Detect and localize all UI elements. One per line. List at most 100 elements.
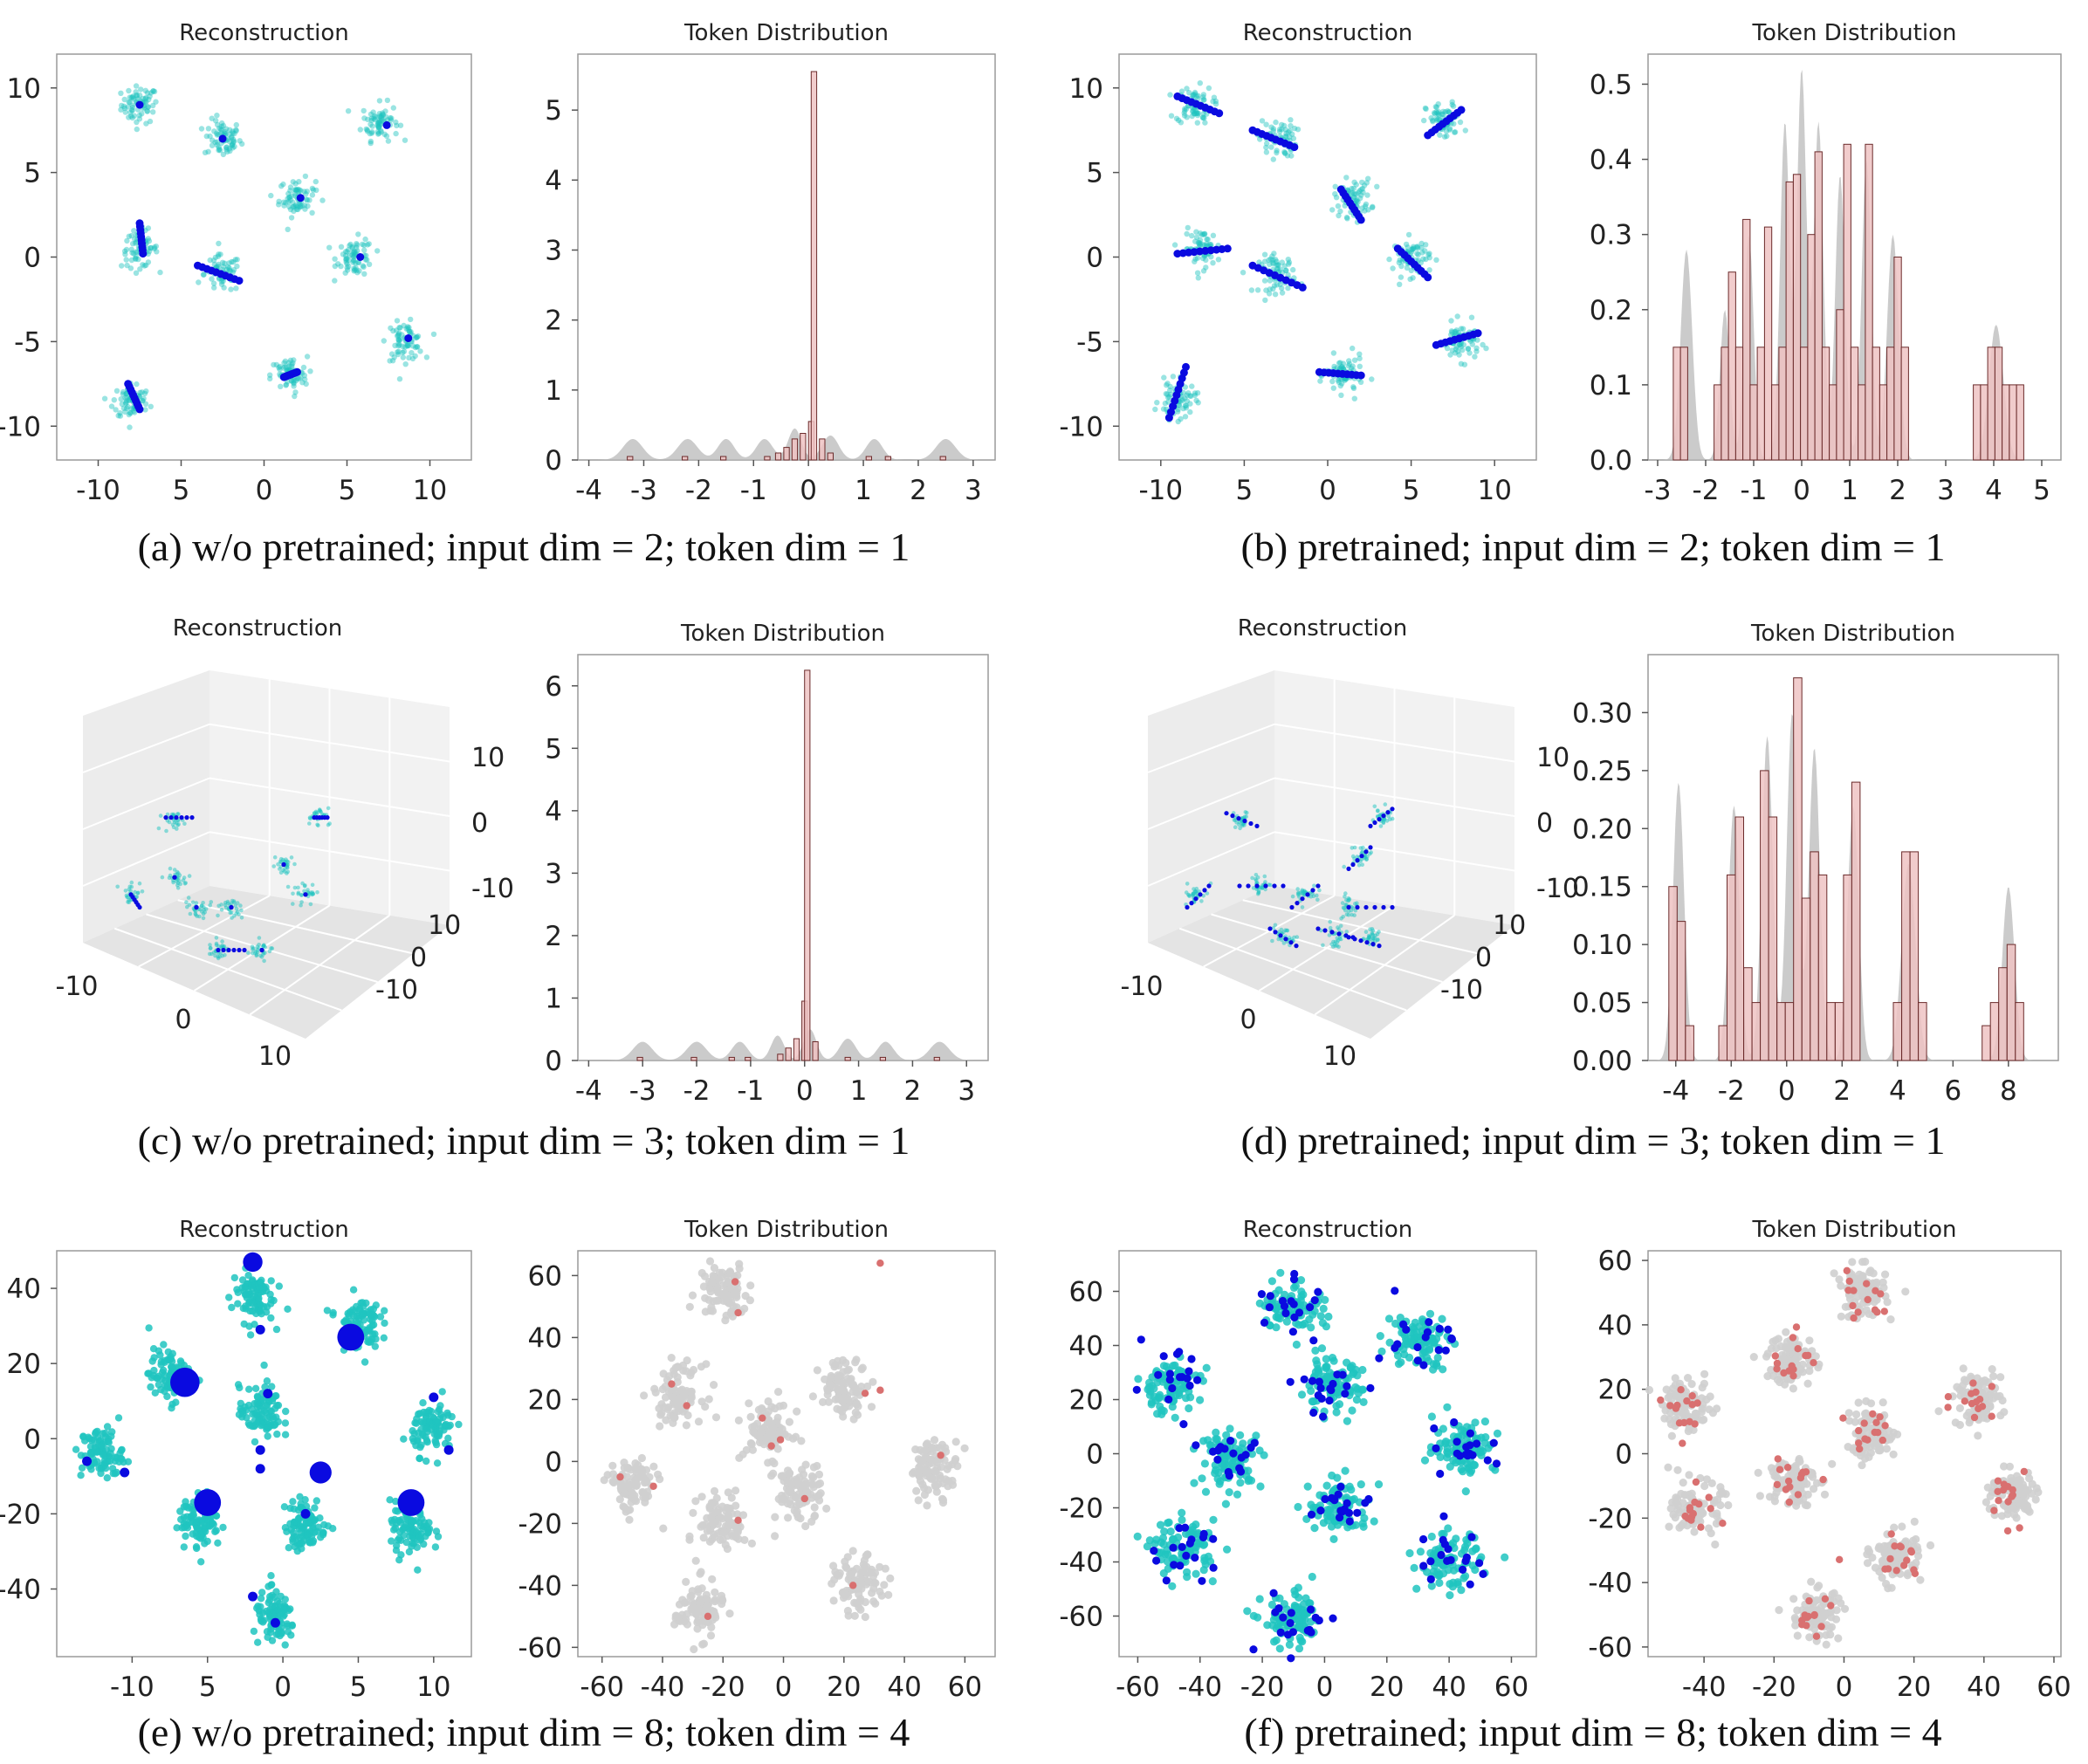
data-point (77, 1472, 85, 1479)
data-point (397, 325, 403, 331)
data-point (419, 1399, 427, 1407)
data-point (240, 1320, 248, 1328)
reconstruction-point (226, 947, 231, 953)
data-point (227, 268, 234, 274)
histogram-bar (1734, 347, 1744, 461)
data-point (262, 958, 266, 964)
histogram-bar (1734, 816, 1744, 1061)
reconstruction-point (1165, 1376, 1174, 1384)
reconstruction-point (1326, 1384, 1335, 1393)
token-point (600, 1476, 608, 1485)
subplot-title: Reconstruction (179, 20, 349, 46)
data-point (355, 259, 361, 265)
data-point (1372, 804, 1377, 809)
data-point (281, 1641, 289, 1649)
data-point (1480, 341, 1486, 348)
data-point (217, 126, 223, 132)
reconstruction-point (255, 1464, 265, 1474)
data-point (1425, 1309, 1435, 1318)
data-point (226, 260, 232, 266)
data-point (375, 119, 381, 125)
data-point (303, 191, 309, 197)
data-point (216, 148, 223, 154)
data-point (354, 248, 361, 254)
data-point (287, 184, 294, 190)
data-point (1342, 864, 1346, 869)
histogram-bar (1768, 816, 1778, 1061)
token-point (921, 1467, 930, 1476)
data-point (327, 821, 332, 826)
token-point (810, 1503, 819, 1512)
data-point (400, 349, 406, 356)
token-point (662, 1416, 670, 1424)
token-point (748, 1445, 758, 1454)
data-point (1357, 363, 1363, 369)
data-point (230, 139, 237, 145)
data-point (313, 187, 319, 194)
reconstruction-point (194, 1489, 222, 1516)
data-point (316, 823, 320, 828)
reconstruction-point (1306, 1303, 1315, 1312)
data-point (436, 1427, 444, 1435)
data-point (222, 128, 228, 135)
token-point (707, 1303, 716, 1312)
reconstruction-point (1202, 888, 1207, 893)
data-point (442, 1420, 450, 1429)
data-point (124, 395, 130, 401)
token-point (886, 1574, 895, 1582)
data-point (1321, 943, 1325, 948)
data-point (258, 953, 263, 958)
data-point (340, 251, 347, 257)
data-point (211, 128, 217, 134)
data-point (1374, 183, 1380, 189)
data-point (140, 95, 147, 102)
x-tick-label: -2 (683, 1075, 711, 1107)
x-tick-label: 2 (1833, 1075, 1851, 1107)
reconstruction-point (1242, 818, 1247, 824)
data-point (1359, 179, 1365, 186)
token-point (608, 1461, 617, 1470)
data-point (284, 1305, 292, 1314)
data-point (405, 326, 411, 332)
histogram-bar (783, 447, 790, 461)
data-point (389, 358, 396, 364)
data-point (216, 251, 222, 257)
data-point (332, 263, 338, 270)
token-point (833, 1404, 841, 1413)
x-tick-label: -2 (685, 475, 712, 506)
data-point (251, 1438, 259, 1446)
data-point (1330, 350, 1337, 356)
data-point (433, 1459, 442, 1467)
data-point (150, 109, 156, 115)
data-point (416, 1454, 423, 1463)
histogram-bar (1668, 886, 1678, 1061)
data-point (357, 127, 363, 133)
data-point (219, 903, 223, 907)
data-point (1376, 808, 1380, 813)
data-point (1187, 408, 1193, 415)
reconstruction-point (1370, 942, 1376, 947)
histogram-bar (1807, 234, 1816, 461)
histogram-bar (1749, 384, 1758, 461)
data-point (302, 206, 308, 212)
histogram-bar (1721, 347, 1729, 461)
reconstruction-point (1309, 1408, 1318, 1417)
token-point (810, 1512, 819, 1521)
data-point (271, 864, 277, 868)
token-point (797, 1437, 806, 1445)
data-point (137, 881, 142, 886)
data-point (361, 264, 367, 271)
data-point (346, 264, 352, 270)
x-tick-label: 0 (256, 475, 273, 506)
data-point (375, 124, 381, 130)
reconstruction-point (168, 815, 174, 820)
data-point (1191, 891, 1196, 896)
data-point (1351, 179, 1357, 185)
data-point (214, 139, 221, 145)
data-point (1199, 114, 1206, 120)
reconstruction-point (1421, 1333, 1430, 1342)
histogram-bar (1814, 151, 1823, 461)
data-point (380, 111, 386, 118)
token-point (708, 1575, 717, 1583)
